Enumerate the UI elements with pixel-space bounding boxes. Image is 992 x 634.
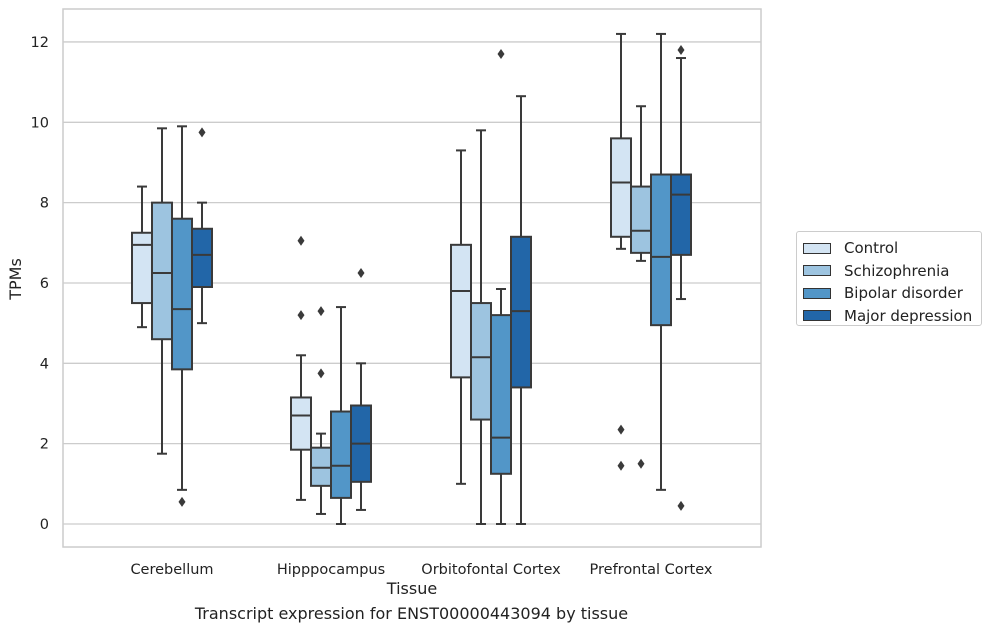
box-bipolar-disorder xyxy=(330,306,352,525)
y-tick-label: 10 xyxy=(31,115,49,131)
y-tick-label: 4 xyxy=(40,356,49,372)
x-tick-label: Hipppocampus xyxy=(277,562,385,578)
box-major-depression xyxy=(510,95,532,525)
chart-title: Transcript expression for ENST0000044309… xyxy=(194,604,629,623)
box-schizophrenia xyxy=(151,127,173,455)
box-control xyxy=(290,235,312,501)
box-major-depression xyxy=(191,127,213,325)
outlier-point xyxy=(617,424,625,435)
x-tick-label: Prefrontal Cortex xyxy=(590,562,713,578)
box-control xyxy=(610,32,632,471)
outlier-point xyxy=(317,306,325,317)
box-bipolar-disorder xyxy=(650,32,672,491)
outlier-point xyxy=(637,458,645,469)
outlier-point xyxy=(357,267,365,278)
box-body xyxy=(290,396,312,451)
legend: Control Schizophrenia Bipolar disorder M… xyxy=(796,231,982,326)
outlier-point xyxy=(677,500,685,511)
outlier-point xyxy=(178,496,186,507)
legend-item-bipolar-disorder: Bipolar disorder xyxy=(803,282,981,305)
y-tick-label: 6 xyxy=(40,276,49,292)
legend-label-schizophrenia: Schizophrenia xyxy=(844,261,950,280)
outlier-point xyxy=(497,49,505,60)
outlier-point xyxy=(317,368,325,379)
outlier-point xyxy=(297,235,305,246)
box-body xyxy=(630,185,652,254)
box-body xyxy=(151,201,173,341)
legend-label-bipolar-disorder: Bipolar disorder xyxy=(844,284,963,303)
box-body xyxy=(650,173,672,327)
box-body xyxy=(510,235,532,389)
box-major-depression xyxy=(350,267,372,511)
y-tick-labels: 0 2 4 6 8 10 12 xyxy=(31,35,49,533)
x-tick-labels: Cerebellum Hipppocampus Orbitofontal Corte… xyxy=(130,562,712,578)
outlier-point xyxy=(297,310,305,321)
legend-item-schizophrenia: Schizophrenia xyxy=(803,260,981,283)
box-schizophrenia xyxy=(630,105,652,469)
legend-swatch-control xyxy=(803,242,831,254)
box-body xyxy=(490,314,512,475)
box-schizophrenia xyxy=(470,129,492,525)
box-body xyxy=(171,217,193,371)
box-body xyxy=(131,231,153,305)
box-body xyxy=(470,302,492,421)
legend-label-major-depression: Major depression xyxy=(844,306,973,325)
legend-item-control: Control xyxy=(803,237,981,260)
box-body xyxy=(330,410,352,499)
x-tick-label: Orbitofontal Cortex xyxy=(421,562,561,578)
outlier-point xyxy=(617,460,625,471)
legend-label-control: Control xyxy=(844,239,899,258)
box-major-depression xyxy=(670,44,692,511)
outlier-point xyxy=(198,127,206,138)
plot-area-frame xyxy=(62,8,762,548)
box-control xyxy=(450,149,472,485)
box-body xyxy=(450,243,472,379)
y-tick-label: 8 xyxy=(40,196,49,212)
box-control xyxy=(131,185,153,329)
legend-swatch-major-depression xyxy=(803,310,831,322)
outlier-point xyxy=(677,44,685,55)
box-body xyxy=(670,173,692,256)
x-axis-label: Tissue xyxy=(386,579,437,598)
y-tick-label: 2 xyxy=(40,437,49,453)
box-body xyxy=(310,446,332,487)
legend-item-major-depression: Major depression xyxy=(803,305,981,328)
legend-swatch-schizophrenia xyxy=(803,265,831,277)
y-tick-label: 0 xyxy=(40,517,49,533)
box-body xyxy=(191,227,213,288)
box-bipolar-disorder xyxy=(171,125,193,507)
y-axis-label: TPMs xyxy=(6,258,25,301)
box-schizophrenia xyxy=(310,306,332,515)
box-series xyxy=(131,32,692,525)
box-body xyxy=(610,137,632,238)
y-tick-label: 12 xyxy=(31,35,49,51)
box-bipolar-disorder xyxy=(490,49,512,525)
x-tick-label: Cerebellum xyxy=(130,562,213,578)
legend-swatch-bipolar-disorder xyxy=(803,287,831,299)
